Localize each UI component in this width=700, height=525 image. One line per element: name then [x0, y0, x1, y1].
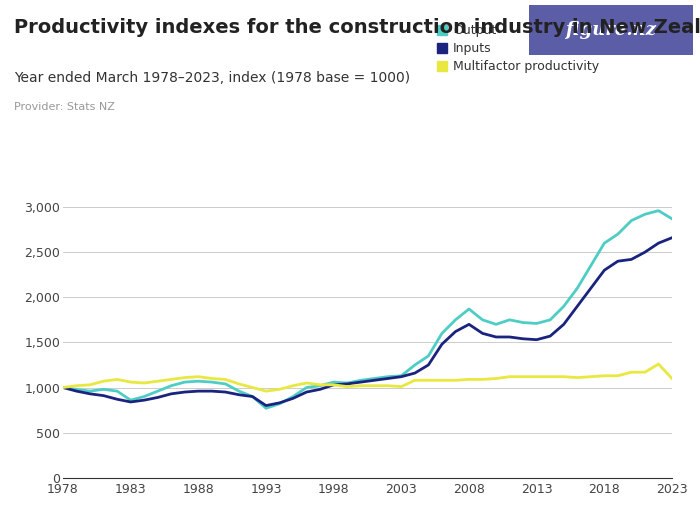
Legend: Output, Inputs, Multifactor productivity: Output, Inputs, Multifactor productivity	[432, 19, 604, 78]
Text: Provider: Stats NZ: Provider: Stats NZ	[14, 102, 115, 112]
Text: Year ended March 1978–2023, index (1978 base = 1000): Year ended March 1978–2023, index (1978 …	[14, 71, 410, 85]
Text: Productivity indexes for the construction industry in New Zealand: Productivity indexes for the constructio…	[14, 18, 700, 37]
Text: figure.nz: figure.nz	[566, 21, 657, 39]
